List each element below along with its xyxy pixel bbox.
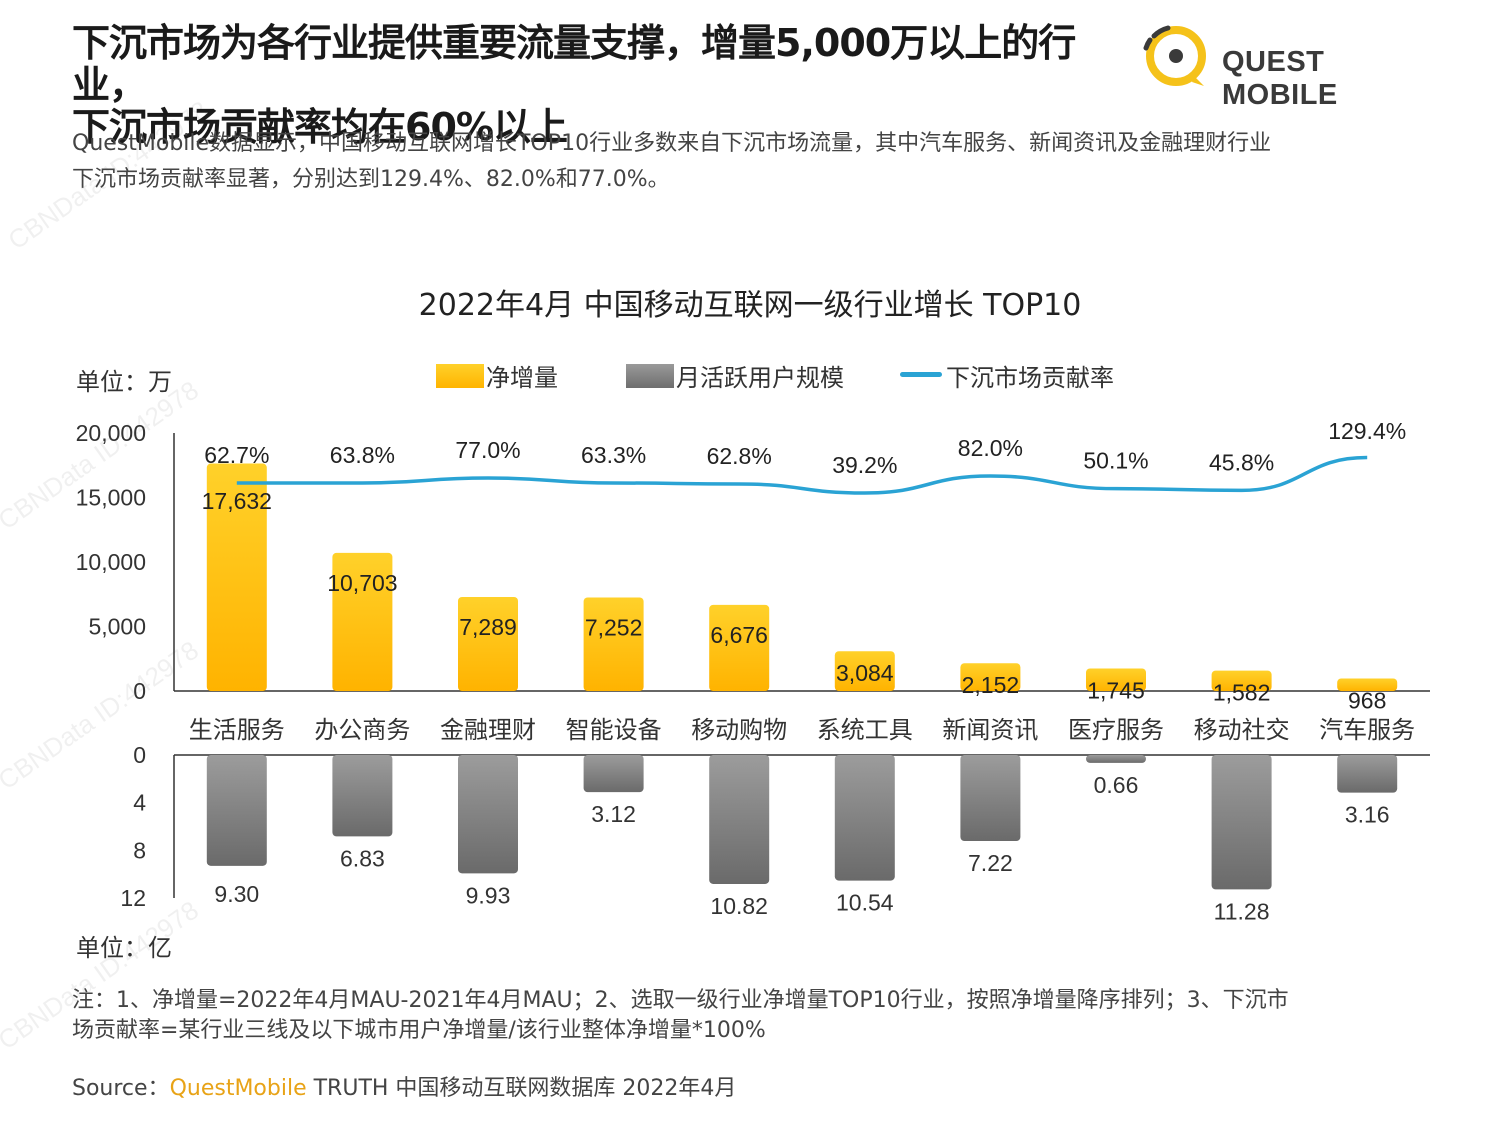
- bottom-axis-tick-label: 8: [133, 837, 146, 863]
- footnote: 注：1、净增量=2022年4月MAU-2021年4月MAU；2、选取一级行业净增…: [72, 986, 1422, 1046]
- category-label: 办公商务: [314, 716, 410, 744]
- mau-label: 3.12: [591, 801, 636, 827]
- category-label: 移动社交: [1194, 716, 1290, 744]
- net-growth-bar: [332, 552, 393, 691]
- category-label: 汽车服务: [1319, 716, 1415, 744]
- net-growth-bar: [1211, 670, 1272, 691]
- legend-swatch-gray: [626, 364, 674, 388]
- top-axis-tick-label: 0: [133, 678, 146, 704]
- contribution-rate-label: 45.8%: [1209, 449, 1274, 475]
- category-label: 生活服务: [189, 716, 285, 744]
- net-growth-bar: [834, 651, 895, 691]
- contribution-rate-label: 82.0%: [958, 435, 1023, 461]
- net-growth-bar: [709, 604, 770, 691]
- legend-label: 月活跃用户规模: [676, 364, 844, 392]
- net-growth-label: 7,252: [585, 614, 643, 640]
- legend-label: 下沉市场贡献率: [946, 364, 1114, 392]
- category-label: 医疗服务: [1068, 716, 1164, 744]
- net-growth-label: 2,152: [962, 672, 1020, 698]
- net-growth-label: 7,289: [459, 614, 517, 640]
- source-rest: TRUTH 中国移动互联网数据库 2022年4月: [306, 1076, 737, 1101]
- source-line: Source：QuestMobile TRUTH 中国移动互联网数据库 2022…: [72, 1070, 736, 1102]
- title-line-1: 下沉市场为各行业提供重要流量支撑，增量5,000万以上的行业，: [72, 21, 1076, 107]
- contribution-rate-label: 63.8%: [330, 442, 395, 468]
- net-growth-label: 1,745: [1087, 677, 1145, 703]
- mau-bar: [960, 755, 1021, 842]
- mau-label: 10.54: [836, 890, 894, 916]
- net-growth-bar: [206, 463, 267, 691]
- source-prefix: Source：: [72, 1076, 170, 1101]
- net-growth-bar: [1337, 678, 1398, 691]
- contribution-rate-label: 62.7%: [204, 442, 269, 468]
- mau-label: 7.22: [968, 850, 1013, 876]
- contribution-rate-label: 50.1%: [1083, 448, 1148, 474]
- net-growth-label: 1,582: [1213, 680, 1271, 706]
- bottom-axis-tick-label: 0: [133, 742, 146, 768]
- mau-label: 9.93: [466, 882, 511, 908]
- mau-bar: [1086, 755, 1146, 763]
- legend-swatch-line: [900, 372, 942, 377]
- category-label: 智能设备: [566, 716, 662, 744]
- top-axis-tick-label: 20,000: [76, 420, 146, 446]
- net-growth-label: 3,084: [836, 660, 894, 686]
- title-line-2: 下沉市场贡献率均在60%以上: [72, 105, 568, 149]
- mau-label: 3.16: [1345, 802, 1390, 828]
- contribution-rate-label: 62.8%: [707, 443, 772, 469]
- logo-text: QUEST MOBILE: [1222, 46, 1338, 111]
- legend-swatch-yellow: [436, 364, 484, 388]
- mau-label: 9.30: [214, 881, 259, 907]
- source-brand: QuestMobile: [169, 1076, 307, 1101]
- category-label: 移动购物: [691, 716, 787, 744]
- net-growth-label: 6,676: [710, 622, 768, 648]
- contribution-rate-line: [236, 455, 1368, 495]
- mau-label: 11.28: [1214, 898, 1270, 924]
- mau-bar: [1211, 755, 1272, 890]
- net-growth-bar: [1086, 668, 1146, 691]
- top-axis-tick-label: 5,000: [88, 614, 146, 640]
- top-axis-tick-label: 10,000: [76, 549, 146, 575]
- page-title: 下沉市场为各行业提供重要流量支撑，增量5,000万以上的行业， 下沉市场贡献率均…: [72, 22, 1132, 148]
- top-axis-tick-label: 15,000: [76, 485, 146, 511]
- unit-bottom-label: 单位：亿: [76, 934, 172, 962]
- contribution-rate-label: 63.3%: [581, 442, 646, 468]
- mau-label: 10.82: [710, 893, 768, 919]
- mau-label: 0.66: [1094, 772, 1139, 798]
- net-growth-bar: [960, 663, 1021, 691]
- chart-title: 2022年4月 中国移动互联网一级行业增长 TOP10: [418, 288, 1082, 323]
- unit-top-label: 单位：万: [76, 368, 172, 396]
- questmobile-logo: QUEST MOBILE: [1138, 24, 1438, 111]
- footnote-line-2: 场贡献率=某行业三线及以下城市用户净增量/该行业整体净增量*100%: [72, 1018, 766, 1043]
- footnote-line-1: 注：1、净增量=2022年4月MAU-2021年4月MAU；2、选取一级行业净增…: [72, 988, 1289, 1013]
- bottom-axis-tick-label: 12: [120, 885, 146, 911]
- mau-label: 6.83: [340, 845, 385, 871]
- category-label: 新闻资讯: [942, 716, 1038, 744]
- mau-bar: [834, 755, 895, 881]
- mau-bar: [458, 755, 518, 874]
- category-label: 金融理财: [440, 716, 536, 744]
- contribution-rate-label: 129.4%: [1328, 418, 1406, 444]
- bottom-axis-tick-label: 4: [133, 790, 146, 816]
- mau-bar: [1337, 755, 1398, 793]
- subtitle-line-2: 下沉市场贡献率显著，分别达到129.4%、82.0%和77.0%。: [72, 167, 670, 192]
- mau-bar: [709, 755, 770, 884]
- subtitle-line-1: QuestMobile数据显示，中国移动互联网增长TOP10行业多数来自下沉市场…: [72, 131, 1272, 156]
- net-growth-bar: [583, 597, 644, 691]
- mau-bar: [332, 755, 393, 837]
- net-growth-label: 10,703: [327, 570, 397, 596]
- contribution-rate-label: 77.0%: [455, 437, 520, 463]
- logo-mark-icon: [1143, 25, 1206, 86]
- legend-label: 净增量: [486, 364, 558, 392]
- contribution-rate-label: 39.2%: [832, 452, 897, 478]
- net-growth-bar: [458, 596, 518, 691]
- net-growth-label: 968: [1348, 688, 1386, 714]
- mau-bar: [206, 755, 267, 866]
- net-growth-label: 17,632: [202, 488, 272, 514]
- mau-bar: [583, 755, 644, 793]
- subtitle: QuestMobile数据显示，中国移动互联网增长TOP10行业多数来自下沉市场…: [72, 126, 1432, 198]
- category-label: 系统工具: [817, 716, 913, 744]
